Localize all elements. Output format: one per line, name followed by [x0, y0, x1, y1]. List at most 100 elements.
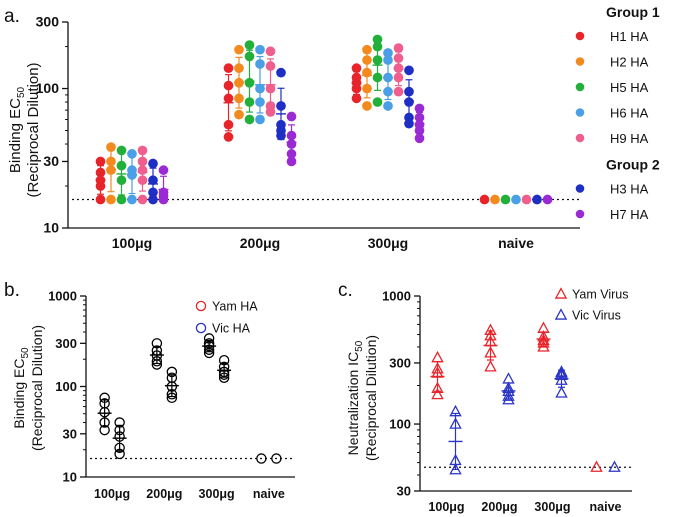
c-ytick-label-1000: 1000 [382, 289, 411, 304]
b-point-yam-ha [99, 417, 110, 428]
a-point-h7-ha [286, 139, 297, 149]
c-point-vic-virus [502, 392, 515, 405]
a-point-h6-ha [255, 97, 265, 107]
c-point-vic-virus [608, 460, 621, 472]
b-point-yam-ha [151, 338, 163, 349]
legend-marker-h7-ha [575, 209, 585, 219]
c-point-yam-virus [431, 362, 444, 374]
panel-c-ylabel-sub: 50 [354, 340, 365, 352]
panel-a-chart: a. Binding EC50 (Reciprocal Dilution) 10… [4, 4, 660, 251]
panel-b-ylabel-sub: 50 [20, 347, 31, 359]
a-point-h9-ha [265, 107, 276, 117]
a-point-h7-ha [158, 194, 169, 205]
b-point-yam-ha [151, 359, 163, 370]
b-point-vic-ha [166, 366, 178, 378]
panel-c-ylabel: Neutralization IC50 [345, 340, 365, 455]
b-xtick-label-300-g: 300μg [199, 487, 235, 501]
a-point-h6-ha [255, 59, 265, 69]
panel-b-legend: Yam HA Vic HA [195, 300, 258, 336]
b-point-yam-ha [99, 424, 110, 436]
a-point-h5-ha [372, 55, 383, 65]
a-point-h5-ha [244, 40, 255, 50]
a-point-h1-ha [223, 119, 234, 130]
b-point-vic-ha [218, 355, 230, 366]
a-point-h2-ha [362, 44, 372, 55]
legend-label-yam-virus: Yam Virus [572, 288, 629, 302]
a-point-h2-ha [106, 142, 116, 152]
b-point-vic-ha [114, 448, 125, 460]
a-point-h9-ha [393, 53, 404, 64]
b-point-vic-ha [218, 372, 230, 383]
a-point-h3-ha [404, 97, 414, 107]
b-point-vic-ha [218, 361, 230, 373]
b-xtick-label-100-g: 100μg [94, 487, 130, 501]
a-point-h7-ha [414, 133, 425, 144]
b-point-yam-ha [203, 340, 215, 352]
panel-b-ylabel-main: Binding EC [11, 359, 27, 429]
a-point-h1-ha [223, 132, 234, 142]
c-ytick-label-100: 100 [389, 417, 411, 432]
a-point-h5-ha [372, 41, 383, 52]
b-point-yam-ha [203, 344, 215, 355]
panel-c-ylabel-line2: (Reciprocal Dilution) [363, 335, 379, 461]
c-point-vic-virus [555, 368, 568, 381]
panel-a-ylabel-sub: 50 [16, 86, 27, 98]
a-point-h1-ha [95, 175, 106, 186]
b-point-vic-ha [114, 442, 125, 454]
a-point-h3-ha [148, 175, 158, 186]
a-point-h1-ha [351, 63, 362, 74]
a-point-h6-ha [127, 170, 137, 180]
a-point-h3-ha [532, 194, 542, 205]
panel-c-ylabel-main: Neutralization IC [345, 352, 361, 456]
c-point-vic-virus [449, 417, 462, 429]
a-ytick-label-100: 100 [36, 80, 60, 96]
a-point-h1-ha [351, 93, 362, 104]
a-point-h5-ha [372, 97, 383, 107]
b-point-vic-ha [166, 392, 178, 404]
a-xtick-label-300-g: 300μg [368, 235, 408, 251]
a-point-h3-ha [148, 158, 158, 169]
b-point-vic-ha [271, 453, 282, 464]
a-point-h5-ha [116, 145, 127, 156]
a-point-h5-ha [116, 175, 127, 186]
b-point-yam-ha [99, 392, 110, 404]
panel-a-ylabel-main: Binding EC [7, 98, 24, 173]
c-point-yam-virus [484, 323, 497, 335]
legend-marker-yam-ha [195, 300, 207, 312]
b-point-vic-ha [114, 431, 125, 442]
a-point-h2-ha [106, 194, 116, 205]
panel-a-ylabel: Binding EC50 [7, 86, 27, 173]
legend-group-title-group-2: Group 2 [606, 157, 660, 173]
b-point-yam-ha [151, 356, 163, 367]
b-point-vic-ha [166, 389, 178, 400]
legend-label-h5-ha: H5 HA [610, 80, 649, 95]
a-point-h9-ha [393, 72, 404, 83]
a-point-h5-ha [244, 97, 255, 107]
a-point-h6-ha [127, 194, 137, 205]
a-point-h2-ha [234, 44, 244, 55]
a-point-h3-ha [276, 101, 286, 111]
legend-marker-yam-virus [554, 287, 568, 299]
panel-a-legend: Group 1 H1 HA H2 HA H5 HA H6 HA H9 HA Group 2 H… [575, 4, 660, 222]
a-point-h7-ha [286, 111, 297, 122]
a-point-h7-ha [158, 165, 169, 175]
c-point-yam-virus [431, 381, 444, 394]
a-point-h9-ha [137, 145, 148, 156]
a-xtick-label-naive: naive [498, 235, 534, 251]
a-point-h6-ha [383, 55, 393, 65]
b-point-vic-ha [114, 417, 125, 428]
c-xtick-label-100-g: 100μg [428, 500, 464, 514]
legend-label-h7-ha: H7 HA [610, 207, 649, 222]
c-point-vic-virus [555, 373, 568, 385]
a-point-h9-ha [265, 61, 276, 71]
legend-marker-vic-virus [554, 308, 568, 320]
c-point-vic-virus [502, 372, 515, 384]
a-point-h6-ha [383, 72, 393, 83]
a-point-h2-ha [106, 165, 116, 175]
a-point-h9-ha [137, 165, 148, 175]
a-point-h2-ha [234, 63, 244, 74]
a-point-h9-ha [137, 175, 148, 186]
panel-c-legend: Yam Virus Vic Virus [554, 287, 629, 323]
a-point-h2-ha [362, 67, 372, 78]
